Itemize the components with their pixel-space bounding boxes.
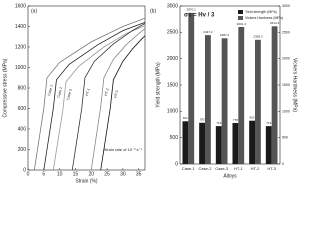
y-tick-label: 1400 <box>15 24 26 30</box>
curve <box>100 35 146 171</box>
bar <box>255 39 261 164</box>
legend-label: Yield strength (MPa) <box>245 10 277 14</box>
y2-tick-label: 500 <box>282 136 288 140</box>
x-tick-label: Case-3 <box>215 166 229 171</box>
x-tick-label: Case-2 <box>199 166 213 171</box>
figure: 0 5 10 15 20 25 30 35 0 200 400 600 800 1000 1200 1400 1… <box>2 3 298 184</box>
y2-tick-label: 0 <box>282 162 284 166</box>
y-tick-label: 800 <box>18 85 27 91</box>
curve-label: Case 1 <box>47 84 54 96</box>
value-label: 822 <box>250 116 255 120</box>
bar <box>238 26 245 164</box>
value-label: 2614.4 <box>270 21 280 25</box>
curve <box>33 17 146 171</box>
y-tick-label: 400 <box>18 126 27 132</box>
x-tick-label: 15 <box>73 171 79 177</box>
curve <box>52 25 146 171</box>
value-label: 719 <box>266 121 271 125</box>
x-tick-label: 20 <box>88 171 94 177</box>
y-tick-label: 200 <box>18 147 27 153</box>
x-tick-label: Case-1 <box>182 166 196 171</box>
value-label: 783 <box>200 118 205 122</box>
legend-swatch <box>238 16 243 20</box>
value-label: 2601.4 <box>237 22 247 26</box>
bar <box>232 123 239 164</box>
value-label: 2387.2 <box>220 33 230 37</box>
y-axis-label: Compressive stress (MPa) <box>2 58 8 117</box>
value-label: 2870.1 <box>187 8 197 12</box>
y-tick-label: 600 <box>18 106 27 112</box>
bar <box>265 126 272 164</box>
y-tick-label: 1000 <box>167 109 178 115</box>
y2-axis-label: Vickers Hardness (MPa) <box>292 58 298 112</box>
y-tick-label: 0 <box>175 161 178 167</box>
x-tick-label: HT-3 <box>267 166 276 171</box>
x-axis-label: Strain (%) <box>75 178 98 184</box>
curve <box>71 23 146 171</box>
value-label: 719 <box>216 121 221 125</box>
panel-b-frame <box>179 5 281 165</box>
curve-label: HT-1 <box>85 88 91 96</box>
legend-label: Vickers Hardness (MPa) <box>245 16 283 20</box>
curve-label: Case 3 <box>66 89 73 101</box>
annotation: Strain rate of 10⁻³ s⁻¹ <box>104 147 143 152</box>
curve <box>43 22 146 171</box>
y-tick-label: 1600 <box>15 3 26 9</box>
bar <box>188 12 195 164</box>
y-tick-label: 500 <box>170 135 179 141</box>
y-tick-label: 1500 <box>167 82 178 88</box>
x-tick-label: 30 <box>120 171 126 177</box>
bar <box>249 120 255 164</box>
legend-swatch <box>238 10 243 14</box>
y2-tick-label: 1500 <box>282 83 290 87</box>
x-tick-label: HT-2 <box>251 166 260 171</box>
y-tick-label: 3000 <box>167 3 178 9</box>
bar <box>182 121 189 164</box>
annotation: σs = Hv / 3 <box>184 13 215 19</box>
x-tick-label: HT-1 <box>234 166 243 171</box>
y-axis-label: Yield strength (MPa) <box>155 62 161 108</box>
value-label: 811 <box>183 116 188 120</box>
y-tick-label: 2500 <box>167 30 178 36</box>
value-label: 778 <box>233 118 238 122</box>
y2-tick-label: 1000 <box>282 109 290 113</box>
x-tick-label: 35 <box>136 171 142 177</box>
value-label: 2358.3 <box>253 35 263 39</box>
y-tick-label: 0 <box>23 167 26 173</box>
bar <box>271 26 278 165</box>
curve-label: HT-2 <box>104 88 110 96</box>
x-tick-label: 10 <box>57 171 63 177</box>
y2-tick-label: 2500 <box>282 30 290 34</box>
curve <box>90 28 146 171</box>
panel-label: (a) <box>31 8 37 14</box>
y-tick-label: 1000 <box>15 65 26 71</box>
bar <box>221 38 228 164</box>
x-tick-label: 5 <box>42 171 45 177</box>
bar <box>205 35 211 164</box>
curve-label: HT-3 <box>113 90 119 98</box>
y2-tick-label: 3000 <box>282 4 290 8</box>
bar <box>199 122 205 164</box>
x-tick-label: 0 <box>27 171 30 177</box>
x-tick-label: 25 <box>104 171 110 177</box>
bar <box>215 126 222 164</box>
x-axis-label: Alloys <box>223 173 237 179</box>
y-tick-label: 2000 <box>167 56 178 62</box>
y2-tick-label: 2000 <box>282 57 290 61</box>
value-label: 2447.2 <box>203 30 213 34</box>
y-tick-label: 1200 <box>15 44 26 50</box>
panel-label: (b) <box>150 8 156 14</box>
curve-label: Case 2 <box>56 86 63 98</box>
